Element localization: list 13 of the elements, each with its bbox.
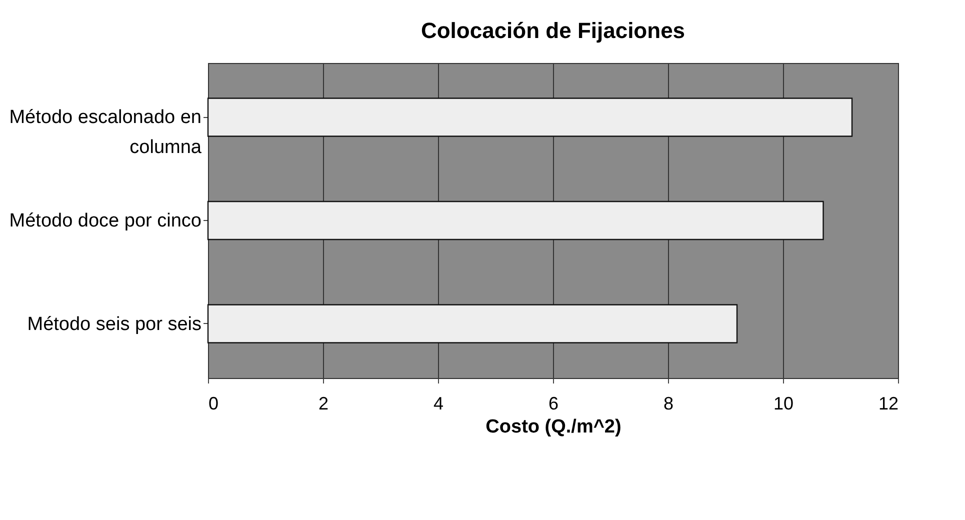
y-tick-label: Método doce por cinco [9,210,202,232]
y-tick-label: Método seis por seis [27,314,202,335]
x-tick-label: 4 [433,394,444,414]
x-tick-label: 8 [663,394,674,414]
x-axis-title: Costo (Q./m^2) [486,416,622,438]
x-tick-label: 2 [318,394,329,414]
x-tick-label: 10 [773,394,794,414]
x-tick-label: 12 [878,394,898,414]
x-tick-label: 0 [208,394,219,414]
x-tick-label: 6 [548,394,559,414]
category-label: Método escalonado en [9,107,202,128]
chart-title: Colocación de Fijaciones [420,18,686,43]
category-label: columna [130,137,202,158]
